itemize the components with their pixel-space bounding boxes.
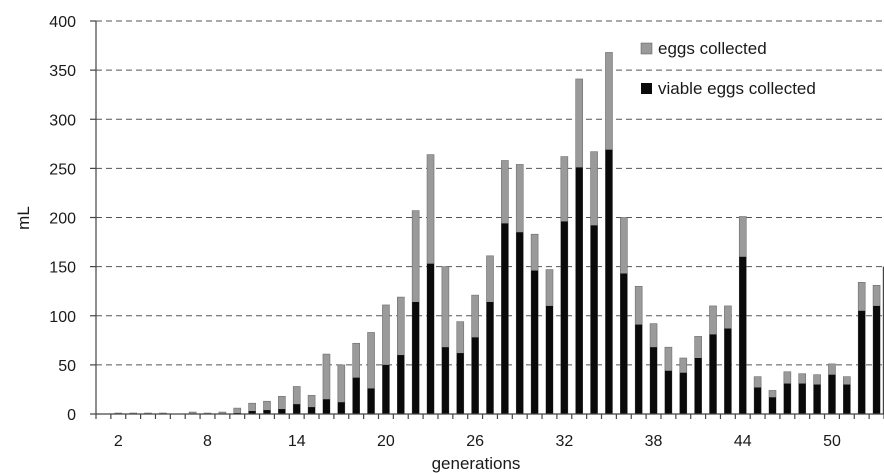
- bar-viable-eggs-collected: [367, 388, 375, 414]
- x-tick-label: 14: [288, 433, 306, 450]
- bar-viable-eggs-collected: [456, 353, 464, 414]
- legend-label-eggs-collected: eggs collected: [658, 39, 767, 58]
- bar-viable-eggs-collected: [664, 370, 672, 414]
- bar-viable-eggs-collected: [768, 397, 776, 414]
- bar-viable-eggs-collected: [471, 337, 479, 414]
- axes: [90, 20, 884, 419]
- x-tick-label: 44: [734, 433, 752, 450]
- bar-viable-eggs-collected: [828, 374, 836, 414]
- bar-viable-eggs-collected: [650, 347, 658, 414]
- bar-viable-eggs-collected: [501, 223, 509, 414]
- x-tick-labels: 2 8 14 20 26 32 38 44 50: [114, 433, 841, 450]
- bar-viable-eggs-collected: [635, 324, 643, 414]
- y-tick-label: 200: [49, 211, 76, 228]
- bar-viable-eggs-collected: [590, 225, 598, 414]
- bar-viable-eggs-collected: [798, 383, 806, 414]
- bar-viable-eggs-collected: [754, 387, 762, 414]
- bar-viable-eggs-collected: [620, 273, 628, 414]
- bar-viable-eggs-collected: [263, 410, 271, 414]
- x-tick-label: 50: [823, 433, 841, 450]
- bar-viable-eggs-collected: [783, 383, 791, 414]
- bar-viable-eggs-collected: [873, 305, 881, 414]
- bar-viable-eggs-collected: [709, 334, 717, 414]
- bar-viable-eggs-collected: [397, 355, 405, 414]
- x-axis-title: generations: [432, 454, 521, 473]
- bar-viable-eggs-collected: [545, 305, 553, 414]
- y-tick-label: 350: [49, 63, 76, 80]
- legend: eggs collected viable eggs collected: [640, 39, 816, 98]
- bar-viable-eggs-collected: [486, 301, 494, 414]
- bar-viable-eggs-collected: [382, 364, 390, 414]
- bar-viable-eggs-collected: [516, 232, 524, 414]
- bar-viable-eggs-collected: [293, 404, 301, 414]
- x-tick-label: 26: [466, 433, 484, 450]
- bar-viable-eggs-collected: [858, 310, 866, 414]
- bar-viable-eggs-collected: [560, 221, 568, 414]
- y-tick-label: 0: [67, 407, 76, 424]
- y-tick-label: 400: [49, 14, 76, 31]
- legend-swatch-eggs-collected: [640, 42, 653, 55]
- bar-viable-eggs-collected: [427, 263, 435, 414]
- bar-viable-eggs-collected: [412, 301, 420, 414]
- bar-viable-eggs-collected: [739, 256, 747, 414]
- bar-viable-eggs-collected: [337, 402, 345, 414]
- bar-viable-eggs-collected: [843, 384, 851, 414]
- bar-viable-eggs-collected: [813, 384, 821, 414]
- bar-viable-eggs-collected: [694, 357, 702, 414]
- bar-viable-eggs-collected: [679, 372, 687, 414]
- y-tick-label: 150: [49, 260, 76, 277]
- bar-viable-eggs-collected: [248, 411, 256, 414]
- bar-viable-eggs-collected: [322, 399, 330, 414]
- bar-viable-eggs-collected: [278, 409, 286, 414]
- bar-viable-eggs-collected: [575, 167, 583, 414]
- x-tick-label: 2: [114, 433, 123, 450]
- legend-label-viable-eggs-collected: viable eggs collected: [658, 79, 816, 98]
- y-tick-label: 50: [58, 358, 76, 375]
- bar-viable-eggs-collected: [441, 347, 449, 414]
- x-tick-label: 8: [203, 433, 212, 450]
- bar-viable-eggs-collected: [605, 149, 613, 414]
- bar-viable-eggs-collected: [531, 270, 539, 414]
- x-tick-label: 32: [555, 433, 573, 450]
- x-tick-label: 20: [377, 433, 395, 450]
- x-tick-label: 38: [645, 433, 663, 450]
- bar-viable-eggs-collected: [724, 328, 732, 414]
- bars: [114, 52, 881, 415]
- bar-viable-eggs-collected: [352, 377, 360, 414]
- y-tick-label: 100: [49, 309, 76, 326]
- bar-viable-eggs-collected: [308, 407, 316, 414]
- y-tick-labels: 0 50 100 150 200 250 300 350 400: [49, 14, 76, 424]
- y-tick-label: 300: [49, 112, 76, 129]
- y-axis-title: mL: [14, 206, 33, 230]
- legend-swatch-viable-eggs-collected: [641, 83, 652, 94]
- y-tick-label: 250: [49, 161, 76, 178]
